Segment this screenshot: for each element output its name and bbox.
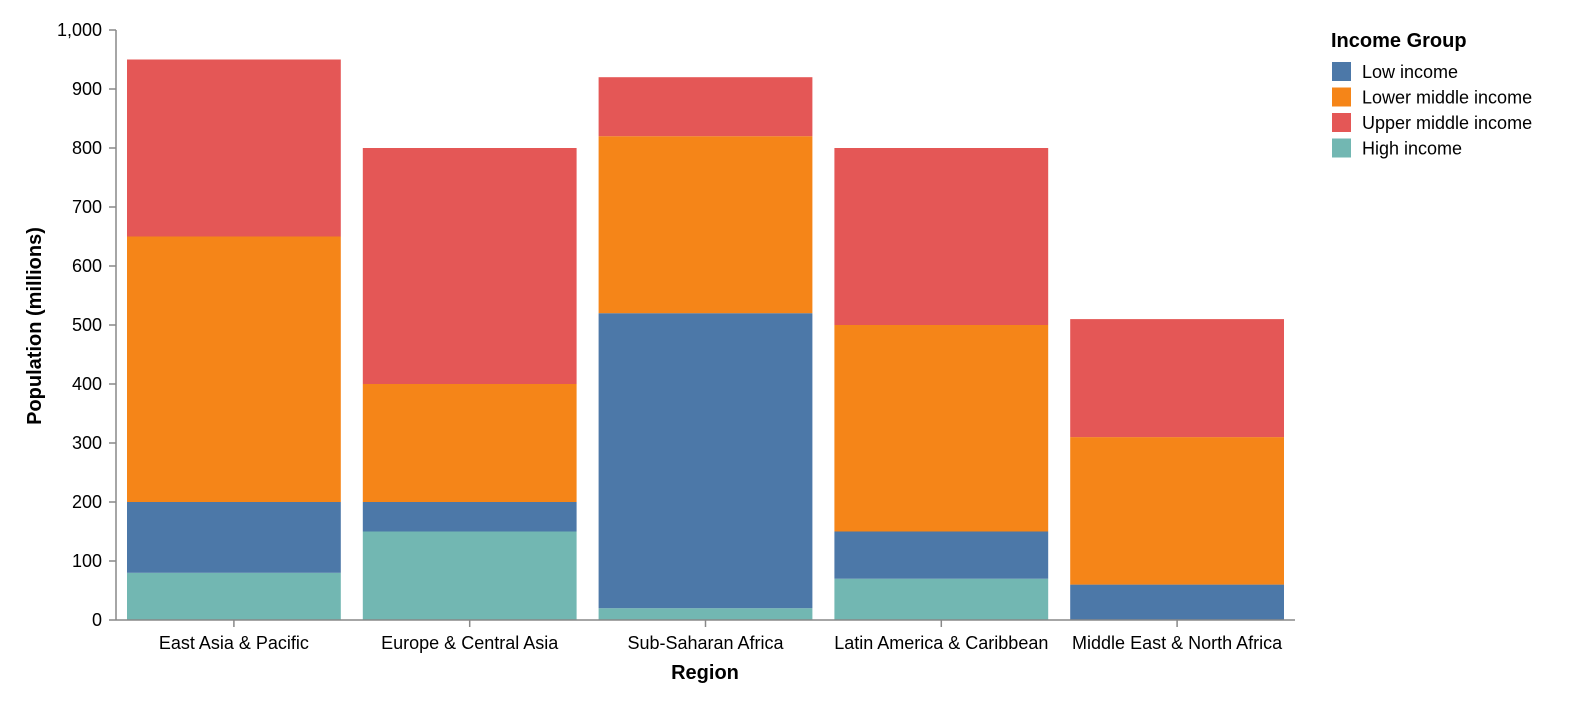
bars-layer xyxy=(127,59,1284,620)
bar-segment xyxy=(1070,584,1284,620)
legend-label: Low income xyxy=(1362,62,1458,82)
legend-label: High income xyxy=(1362,139,1462,159)
x-tick-label: Europe & Central Asia xyxy=(381,633,559,653)
legend-swatch xyxy=(1332,138,1351,158)
bar-segment xyxy=(362,502,577,532)
y-axis: 0 100 200 300 400 500 600 700 800 900 1,000 xyxy=(57,20,117,630)
x-axis: East Asia & Pacific Europe & Central Asia… xyxy=(116,619,1295,653)
legend-swatch xyxy=(1332,87,1351,107)
bar-segment xyxy=(127,572,341,620)
y-tick-label: 300 xyxy=(72,433,102,453)
legend-label: Upper middle income xyxy=(1362,113,1532,133)
y-tick-label: 700 xyxy=(72,197,102,217)
legend: Income Group Low income Lower middle inco… xyxy=(1331,30,1532,159)
y-tick-label: 100 xyxy=(72,551,102,571)
bar-segment xyxy=(362,384,577,502)
bar-segment xyxy=(598,136,813,314)
x-tick-label: Middle East & North Africa xyxy=(1072,633,1283,653)
bar-segment xyxy=(598,313,813,609)
bar-segment xyxy=(1070,319,1284,438)
legend-title: Income Group xyxy=(1331,30,1467,52)
bar-segment xyxy=(1070,437,1284,585)
y-axis-title: Population (millions) xyxy=(24,227,46,425)
bar-segment xyxy=(598,608,813,620)
x-tick-label: East Asia & Pacific xyxy=(159,633,309,653)
bar-segment xyxy=(127,59,341,237)
y-tick-label: 500 xyxy=(72,315,102,335)
legend-swatch xyxy=(1332,113,1351,132)
x-tick-label: Sub-Saharan Africa xyxy=(627,633,784,653)
bar-segment xyxy=(127,502,341,573)
legend-label: Lower middle income xyxy=(1362,88,1532,108)
x-axis-title: Region xyxy=(671,662,739,684)
y-tick-label: 400 xyxy=(72,374,102,394)
y-tick-label: 900 xyxy=(72,79,102,99)
y-tick-label: 0 xyxy=(92,610,102,630)
legend-swatch xyxy=(1332,62,1351,81)
y-tick-label: 1,000 xyxy=(57,20,102,40)
bar-segment xyxy=(834,325,1049,532)
x-tick-label: Latin America & Caribbean xyxy=(834,633,1048,653)
y-tick-label: 800 xyxy=(72,138,102,158)
bar-segment xyxy=(834,531,1049,579)
y-tick-label: 600 xyxy=(72,256,102,276)
bar-segment xyxy=(598,77,813,137)
bar-segment xyxy=(362,148,577,384)
bar-segment xyxy=(127,236,341,502)
bar-segment xyxy=(834,148,1049,325)
bar-segment xyxy=(362,531,577,620)
y-tick-label: 200 xyxy=(72,492,102,512)
bar-segment xyxy=(834,578,1049,620)
